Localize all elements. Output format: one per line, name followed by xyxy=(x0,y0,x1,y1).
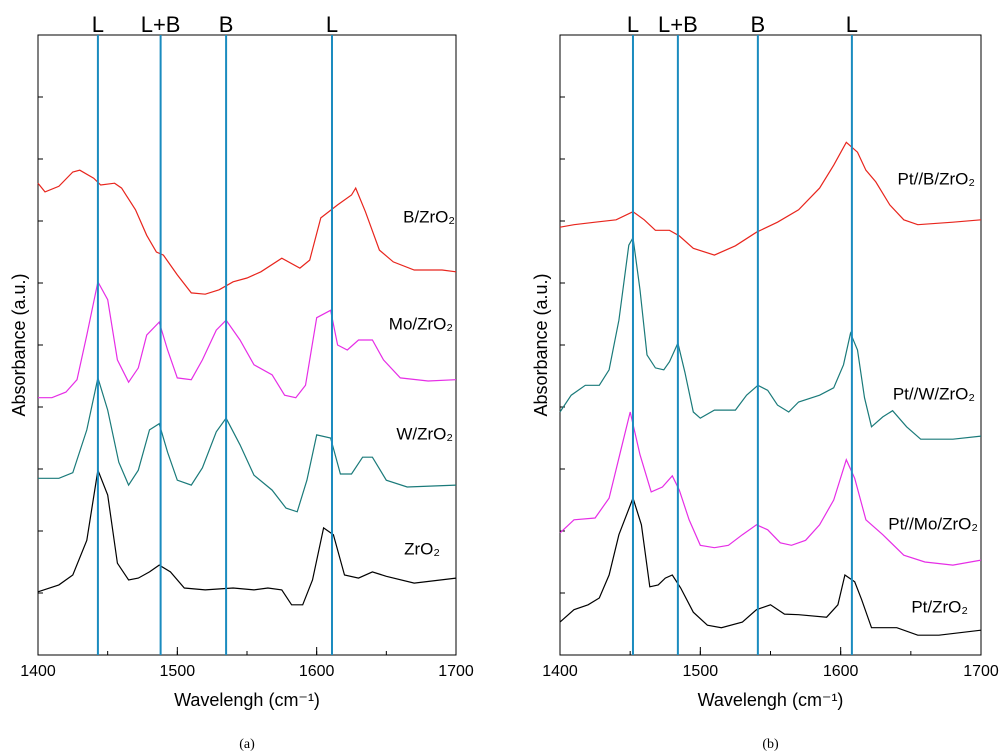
band-label: L+B xyxy=(141,12,181,37)
x-tick-label: 1400 xyxy=(542,663,578,680)
x-axis-title: Wavelengh (cm⁻¹) xyxy=(174,690,320,710)
band-label: L xyxy=(326,12,338,37)
y-axis-title: Absorbance (a.u.) xyxy=(531,273,551,416)
x-tick-label: 1600 xyxy=(823,663,859,680)
x-tick-label: 1500 xyxy=(683,663,719,680)
series-line xyxy=(559,235,982,440)
x-tick-label: 1700 xyxy=(963,663,999,680)
series-label: Mo/ZrO₂ xyxy=(389,314,453,333)
band-label: L xyxy=(846,12,858,37)
band-label: L+B xyxy=(658,12,698,37)
x-tick-label: 1600 xyxy=(299,663,335,680)
band-label: L xyxy=(627,12,639,37)
series-label: Pt//W/ZrO₂ xyxy=(893,384,975,403)
caption: (b) xyxy=(762,737,779,752)
series-label: Pt//Mo/ZrO₂ xyxy=(888,514,978,533)
series-line xyxy=(559,496,982,636)
series-line xyxy=(38,375,457,513)
x-axis-title: Wavelengh (cm⁻¹) xyxy=(698,690,844,710)
band-label: B xyxy=(751,12,766,37)
plot-frame xyxy=(559,34,982,656)
series-line xyxy=(38,280,457,399)
series-label: B/ZrO₂ xyxy=(403,207,455,226)
series-line xyxy=(559,411,982,566)
caption: (a) xyxy=(239,737,255,752)
series-label: W/ZrO₂ xyxy=(396,424,453,443)
x-tick-label: 1400 xyxy=(20,663,56,680)
band-label: L xyxy=(92,12,104,37)
series-label: Pt//B/ZrO₂ xyxy=(898,169,975,188)
series-line xyxy=(559,141,982,256)
series-label: ZrO₂ xyxy=(404,539,440,558)
band-label: B xyxy=(219,12,234,37)
series-line xyxy=(37,169,457,295)
x-tick-label: 1500 xyxy=(160,663,196,680)
plot-frame xyxy=(37,34,457,656)
series-label: Pt/ZrO₂ xyxy=(911,597,968,616)
y-axis-title: Absorbance (a.u.) xyxy=(9,273,29,416)
series-line xyxy=(37,467,457,606)
x-tick-label: 1700 xyxy=(438,663,474,680)
